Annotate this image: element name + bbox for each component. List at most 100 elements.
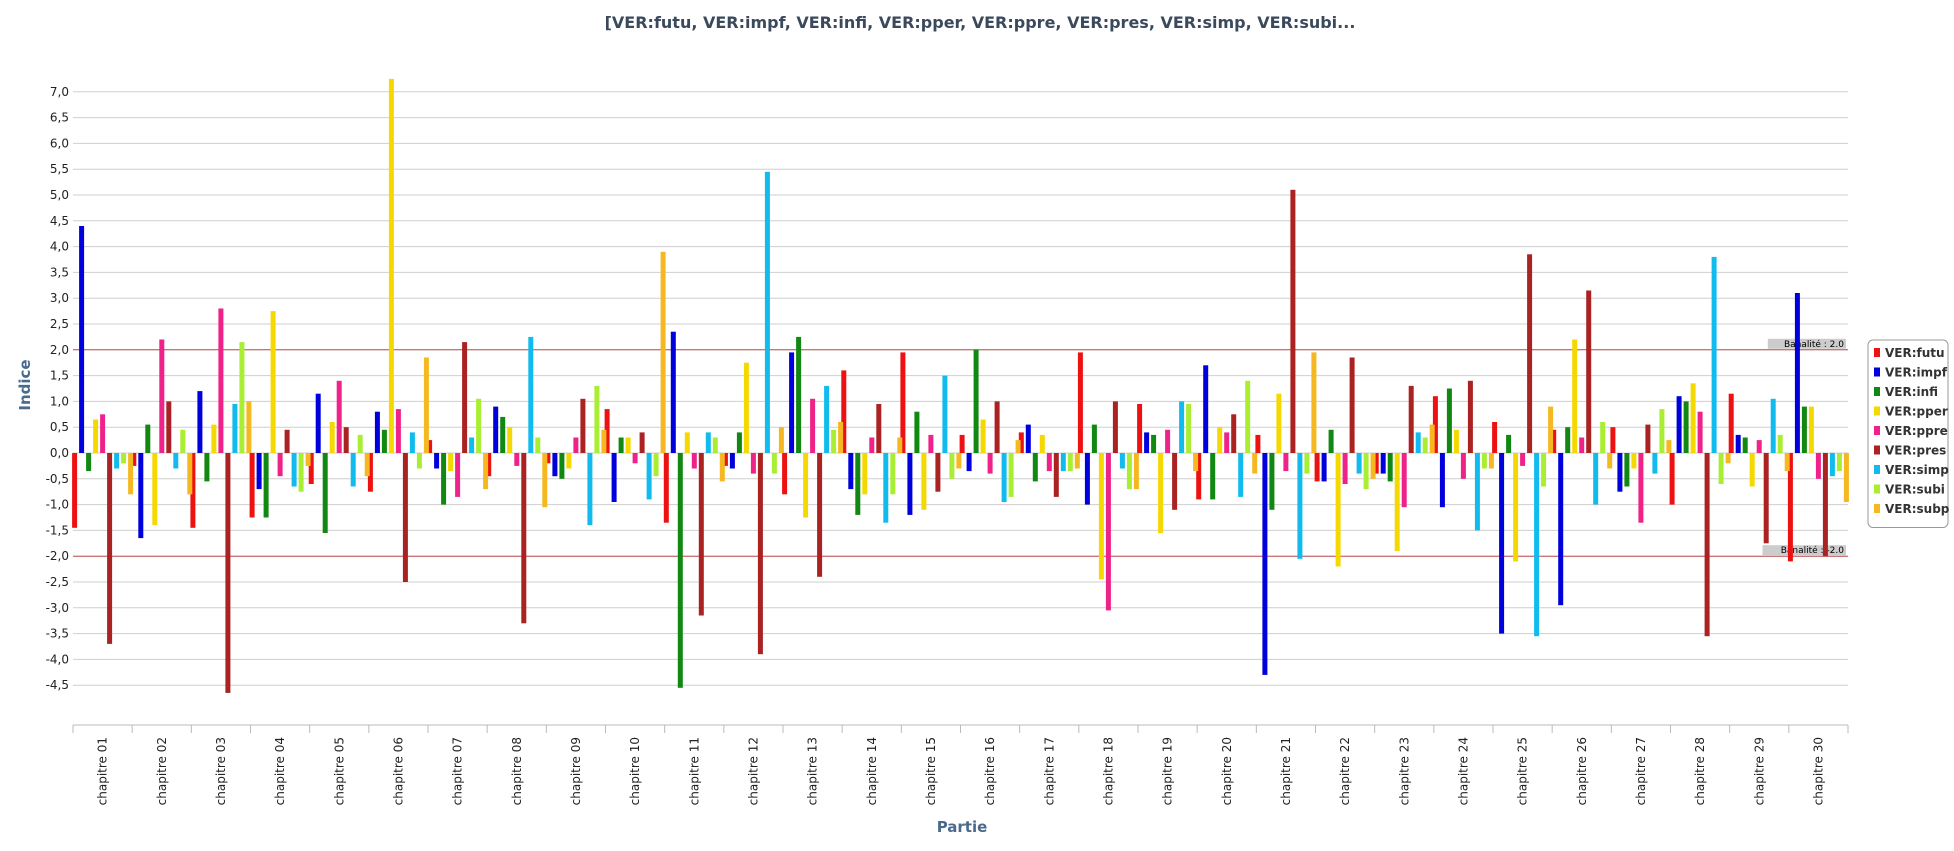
bar-ver-impf[interactable] — [670, 331, 676, 453]
bar-ver-subi[interactable] — [653, 453, 659, 477]
bar-ver-impf[interactable] — [552, 453, 558, 477]
bar-ver-impf[interactable] — [1794, 293, 1800, 453]
bar-ver-ppre[interactable] — [1697, 411, 1703, 453]
bar-ver-futu[interactable] — [190, 453, 196, 528]
bar-ver-pres[interactable] — [994, 401, 1000, 453]
bar-ver-infi[interactable] — [145, 424, 151, 453]
bar-ver-subi[interactable] — [712, 437, 718, 454]
bar-ver-pres[interactable] — [166, 401, 172, 453]
bar-ver-subi[interactable] — [594, 385, 600, 453]
bar-ver-simp[interactable] — [409, 432, 415, 453]
bar-ver-pper[interactable] — [211, 424, 217, 453]
bar-ver-subp[interactable] — [1666, 440, 1672, 453]
bar-ver-infi[interactable] — [1269, 453, 1275, 510]
bar-ver-futu[interactable] — [367, 453, 373, 492]
bar-ver-subi[interactable] — [1363, 453, 1369, 490]
bar-ver-pper[interactable] — [152, 453, 158, 526]
bar-ver-simp[interactable] — [1593, 453, 1599, 505]
bar-ver-impf[interactable] — [79, 226, 85, 453]
bar-ver-pres[interactable] — [1231, 414, 1237, 453]
bar-ver-futu[interactable] — [1610, 427, 1616, 453]
bar-ver-impf[interactable] — [848, 453, 854, 490]
bar-ver-futu[interactable] — [1314, 453, 1320, 482]
legend-item[interactable]: VER:futu — [1885, 346, 1945, 360]
bar-ver-pres[interactable] — [521, 453, 527, 624]
bar-ver-futu[interactable] — [722, 453, 728, 466]
bar-ver-subp[interactable] — [364, 453, 370, 477]
bar-ver-subi[interactable] — [416, 453, 422, 469]
bar-ver-simp[interactable] — [1238, 453, 1244, 497]
bar-ver-simp[interactable] — [1119, 453, 1125, 469]
bar-ver-simp[interactable] — [1356, 453, 1362, 474]
bar-ver-pper[interactable] — [1690, 383, 1696, 453]
bar-ver-pres[interactable] — [757, 453, 763, 655]
bar-ver-infi[interactable] — [500, 416, 506, 453]
bar-ver-subi[interactable] — [949, 453, 955, 479]
bar-ver-futu[interactable] — [604, 409, 610, 453]
bar-ver-infi[interactable] — [677, 453, 683, 688]
bar-ver-futu[interactable] — [1432, 396, 1438, 453]
bar-ver-pper[interactable] — [1335, 453, 1341, 567]
bar-ver-futu[interactable] — [1255, 434, 1261, 453]
bar-ver-subi[interactable] — [1718, 453, 1724, 484]
bar-ver-infi[interactable] — [204, 453, 210, 482]
bar-ver-simp[interactable] — [1179, 401, 1185, 453]
bar-ver-simp[interactable] — [1060, 453, 1066, 472]
bar-ver-futu[interactable] — [1373, 453, 1379, 474]
bar-ver-ppre[interactable] — [100, 414, 106, 453]
bar-ver-impf[interactable] — [1203, 365, 1209, 453]
bar-ver-subp[interactable] — [1015, 440, 1021, 453]
bar-ver-pper[interactable] — [1453, 429, 1459, 453]
bar-ver-subi[interactable] — [1304, 453, 1310, 474]
bar-ver-infi[interactable] — [973, 349, 979, 453]
bar-ver-futu[interactable] — [1492, 422, 1498, 453]
legend-item[interactable]: VER:subp — [1885, 502, 1950, 516]
bar-ver-infi[interactable] — [1683, 401, 1689, 453]
bar-ver-futu[interactable] — [900, 352, 906, 453]
bar-ver-simp[interactable] — [587, 453, 593, 526]
bar-ver-simp[interactable] — [764, 171, 770, 454]
bar-ver-futu[interactable] — [1551, 429, 1557, 453]
bar-ver-subi[interactable] — [1245, 380, 1251, 453]
bar-ver-ppre[interactable] — [1638, 453, 1644, 523]
bar-ver-simp[interactable] — [1829, 453, 1835, 477]
bar-ver-pres[interactable] — [1112, 401, 1118, 453]
bar-ver-subp[interactable] — [956, 453, 962, 469]
bar-ver-subi[interactable] — [831, 429, 837, 453]
bar-ver-impf[interactable] — [789, 352, 795, 453]
bar-ver-futu[interactable] — [1728, 393, 1734, 453]
bar-ver-subp[interactable] — [542, 453, 548, 508]
bar-ver-pper[interactable] — [980, 419, 986, 454]
bar-ver-subp[interactable] — [1252, 453, 1258, 474]
bar-ver-ppre[interactable] — [573, 437, 579, 454]
bar-ver-subp[interactable] — [128, 453, 134, 495]
legend-item[interactable]: VER:impf — [1885, 366, 1948, 380]
bar-ver-infi[interactable] — [86, 453, 92, 472]
bar-ver-pres[interactable] — [107, 453, 113, 644]
bar-ver-ppre[interactable] — [455, 453, 461, 497]
bar-ver-subi[interactable] — [1659, 409, 1665, 453]
bar-ver-futu[interactable] — [1787, 453, 1793, 562]
bar-ver-subp[interactable] — [1193, 453, 1199, 472]
bar-ver-infi[interactable] — [914, 411, 920, 453]
bar-ver-infi[interactable] — [1032, 453, 1038, 482]
bar-ver-futu[interactable] — [249, 453, 255, 518]
bar-ver-pper[interactable] — [684, 432, 690, 453]
bar-ver-impf[interactable] — [907, 453, 913, 515]
bar-ver-subi[interactable] — [535, 437, 541, 454]
bar-ver-infi[interactable] — [1328, 429, 1334, 453]
bar-ver-subp[interactable] — [1133, 453, 1139, 490]
bar-ver-simp[interactable] — [173, 453, 179, 469]
bar-ver-infi[interactable] — [1506, 434, 1512, 453]
bar-ver-simp[interactable] — [528, 336, 534, 453]
bar-ver-subp[interactable] — [838, 422, 844, 453]
bar-ver-pper[interactable] — [803, 453, 809, 518]
bar-ver-impf[interactable] — [256, 453, 262, 490]
legend-item[interactable]: VER:pres — [1885, 444, 1946, 458]
bar-ver-futu[interactable] — [486, 453, 492, 477]
bar-ver-infi[interactable] — [855, 453, 861, 515]
bar-ver-infi[interactable] — [1742, 437, 1748, 454]
bar-ver-ppre[interactable] — [1401, 453, 1407, 508]
bar-ver-subp[interactable] — [1843, 453, 1849, 502]
bar-ver-pres[interactable] — [402, 453, 408, 582]
